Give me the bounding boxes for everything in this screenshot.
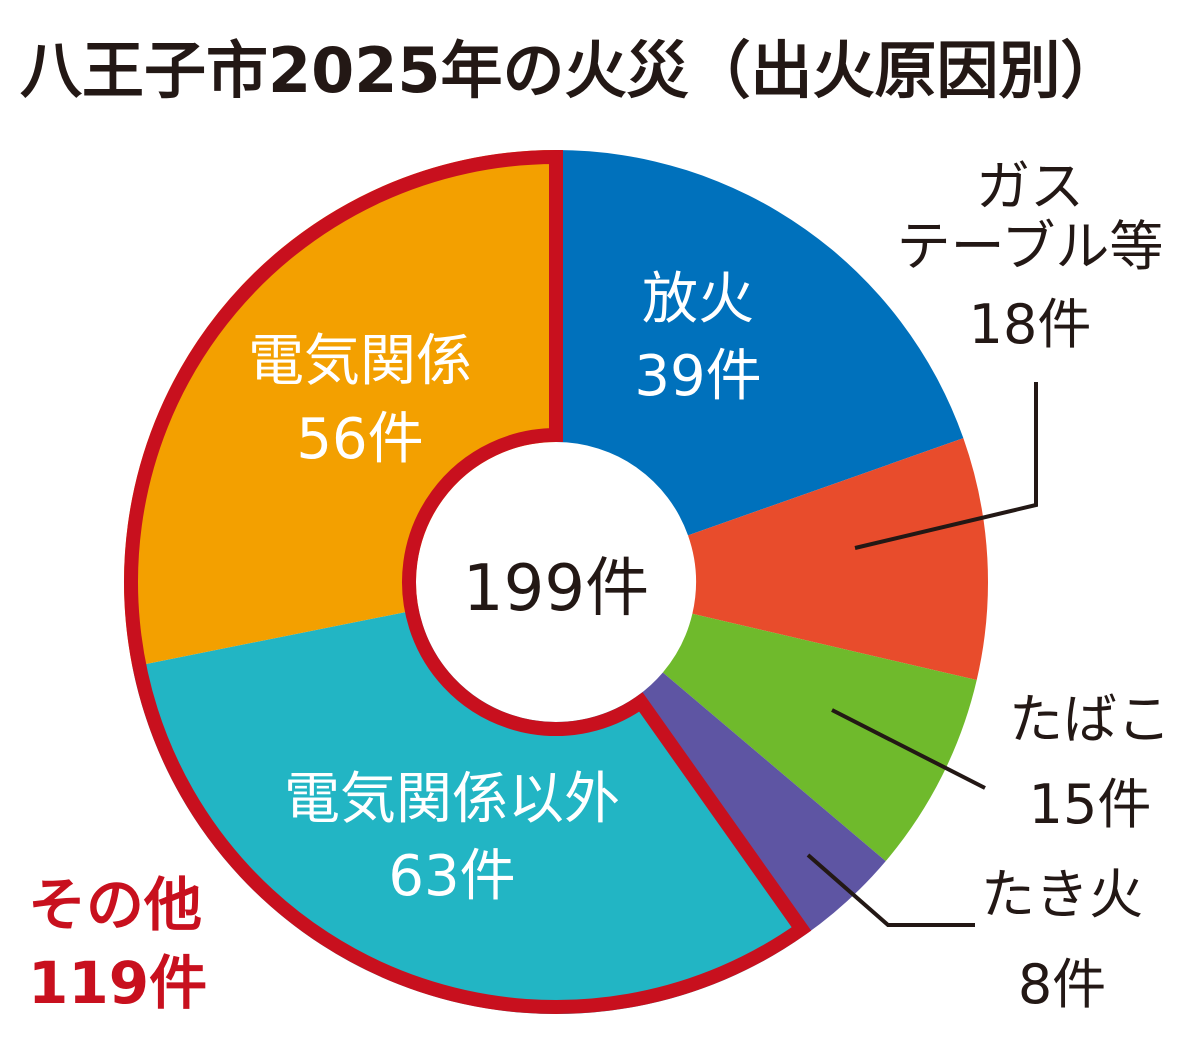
slice-1 (688, 438, 988, 681)
group-name: その他 (28, 871, 202, 939)
slice-label-1-line-1: テーブル等 (897, 215, 1164, 278)
slice-value-4: 63件 (388, 844, 515, 909)
slice-value-5: 56件 (296, 407, 423, 472)
slice-value-3: 8件 (1018, 953, 1106, 1016)
slice-value-1: 18件 (969, 293, 1092, 356)
slice-label-5: 電気関係 (248, 329, 472, 394)
group-label-other: その他 119件 (28, 871, 207, 1017)
chart-title: 八王子市2025年の火災（出火原因別） (20, 34, 1123, 107)
leader-line-3 (806, 853, 975, 927)
leader-line-2 (831, 708, 986, 790)
total-label: 199件 (463, 552, 649, 626)
slice-value-0: 39件 (634, 344, 761, 409)
leader-line-1 (854, 382, 1038, 550)
slice-label-1-line-0: ガス (976, 155, 1084, 218)
slice-value-2: 15件 (1029, 773, 1152, 836)
slice-label-0: 放火 (642, 267, 754, 332)
slice-label-2-line-0: たばこ (1009, 688, 1171, 751)
slice-5 (123, 150, 557, 667)
slice-label-4: 電気関係以外 (284, 767, 620, 832)
group-value: 119件 (28, 949, 207, 1017)
group-outline-other (124, 149, 812, 1014)
slice-label-3-line-0: たき火 (981, 863, 1143, 926)
slice-2 (662, 613, 977, 862)
slice-0 (556, 150, 964, 536)
